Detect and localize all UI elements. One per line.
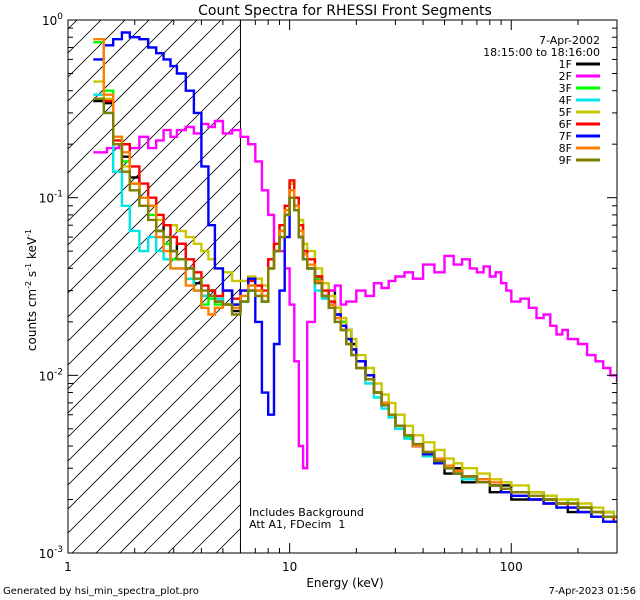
y-axis-label: counts cm-2 s-1 keV-1	[24, 229, 39, 351]
hatch-line	[68, 192, 241, 366]
hatch-line	[68, 24, 241, 198]
hatch-line	[68, 20, 78, 30]
hatch-line	[71, 384, 241, 553]
x-tick-label: 100	[500, 560, 523, 574]
x-tick-label: 1	[64, 560, 72, 574]
series-line-8f	[93, 38, 617, 518]
legend-label-8f: 8F	[559, 142, 572, 155]
legend-label-3f: 3F	[559, 82, 572, 95]
series-line-7f	[93, 31, 617, 523]
hatch-line	[68, 20, 126, 78]
hatch-line	[68, 264, 241, 438]
hatch-line	[68, 336, 241, 510]
hatch-line	[68, 20, 222, 174]
hatched-region	[68, 0, 241, 553]
x-axis-label: Energy (keV)	[306, 576, 383, 590]
hatch-line	[68, 216, 241, 390]
hatch-line	[68, 168, 241, 342]
chart-title: Count Spectra for RHESSI Front Segments	[198, 3, 492, 19]
annotation-attenuator: Att A1, FDecim 1	[249, 518, 345, 531]
series-line-5f	[93, 80, 617, 518]
x-tick-label: 10	[282, 560, 297, 574]
hatch-line	[68, 360, 241, 534]
y-axis-label-s: s	[25, 271, 39, 281]
y-axis-ticks: 10-3 10-2 10-1 100	[39, 12, 617, 561]
hatch-line	[95, 408, 241, 553]
legend-label-6f: 6F	[559, 118, 572, 131]
y-tick-label: 10-1	[39, 190, 63, 206]
y-axis-label-base: counts cm	[25, 289, 39, 351]
hatch-line	[68, 20, 198, 150]
series-line-2f	[93, 119, 617, 470]
hatch-line	[167, 480, 241, 553]
hatch-line	[215, 528, 241, 553]
legend-label-4f: 4F	[559, 94, 572, 107]
annotation-background: Includes Background	[249, 506, 364, 519]
hatch-line	[119, 432, 241, 553]
hatch-line	[68, 72, 241, 246]
series-group	[93, 31, 617, 523]
hatch-line	[191, 504, 241, 553]
legend-label-5f: 5F	[559, 106, 572, 119]
x-axis-ticks: 1 10 100	[64, 20, 618, 574]
y-axis-label-exp-cm: -2	[24, 281, 33, 289]
y-axis-label-exp-kev: -1	[24, 229, 33, 237]
hatch-line	[143, 456, 241, 553]
y-tick-label: 10-3	[39, 545, 63, 561]
hatch-line	[68, 20, 150, 102]
series-line-3f	[93, 41, 617, 523]
hatch-line	[68, 288, 241, 462]
y-tick-label: 10-2	[39, 367, 63, 383]
hatch-line	[68, 48, 241, 222]
series-line-9f	[93, 97, 617, 518]
hatch-line	[68, 144, 241, 318]
hatch-line	[68, 96, 241, 270]
legend: 7-Apr-2002 18:15:00 to 18:16:00 1F2F3F4F…	[483, 34, 600, 167]
legend-label-1f: 1F	[559, 58, 572, 71]
hatch-line	[68, 0, 120, 5]
timestamp-text: 7-Apr-2023 01:56	[549, 586, 636, 597]
y-tick-label: 100	[42, 12, 63, 28]
hatch-line	[68, 240, 241, 414]
generated-by-text: Generated by hsi_min_spectra_plot.pro	[3, 586, 199, 597]
legend-label-7f: 7F	[559, 130, 572, 143]
y-axis-label-kev: keV	[25, 236, 39, 263]
series-line-6f	[93, 97, 617, 523]
hatch-line	[68, 20, 102, 54]
hatch-line	[68, 312, 241, 486]
legend-time-range: 18:15:00 to 18:16:00	[483, 46, 600, 59]
legend-date: 7-Apr-2002	[539, 34, 600, 47]
legend-label-2f: 2F	[559, 70, 572, 83]
y-axis-label-exp-s: -1	[24, 263, 33, 271]
hatch-line	[68, 20, 174, 126]
plot-frame	[67, 19, 618, 554]
series-line-1f	[93, 99, 617, 523]
legend-label-9f: 9F	[559, 154, 572, 167]
